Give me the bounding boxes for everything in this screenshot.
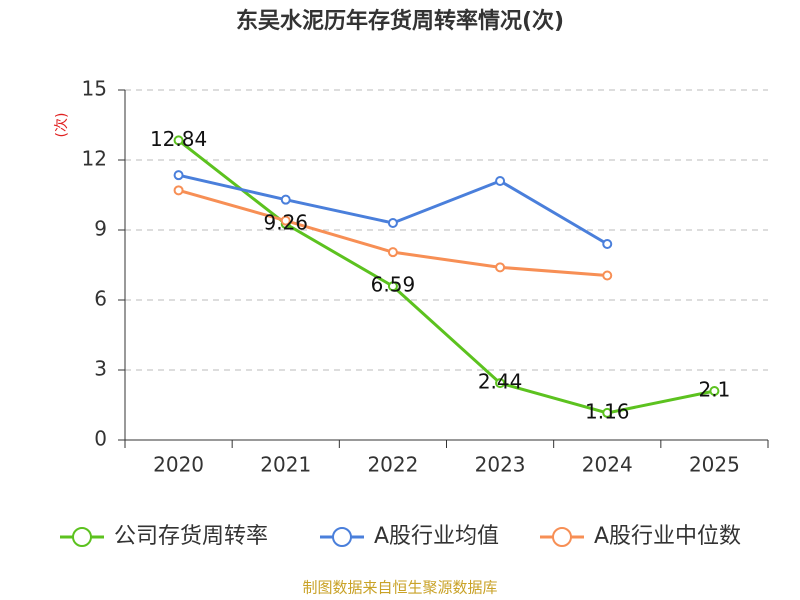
y-tick-label: 15 bbox=[82, 77, 107, 101]
data-point bbox=[495, 262, 506, 273]
legend-marker bbox=[72, 527, 92, 547]
data-point bbox=[387, 218, 398, 228]
legend-marker bbox=[552, 527, 572, 547]
legend-label: A股行业均值 bbox=[374, 524, 499, 549]
y-tick-label: 6 bbox=[94, 287, 107, 311]
legend-label: 公司存货周转率 bbox=[114, 524, 268, 549]
data-point bbox=[602, 239, 613, 249]
legend-label: A股行业中位数 bbox=[594, 524, 741, 549]
x-tick-label: 2025 bbox=[689, 453, 740, 477]
data-point bbox=[280, 194, 291, 205]
legend-marker bbox=[332, 527, 352, 547]
data-label: 6.59 bbox=[371, 273, 416, 297]
y-axis-label: (次) bbox=[54, 113, 70, 138]
source-note: 制图数据来自恒生聚源数据库 bbox=[302, 579, 497, 597]
x-tick-label: 2020 bbox=[153, 453, 204, 477]
x-tick-label: 2024 bbox=[582, 453, 633, 477]
x-tick-label: 2021 bbox=[260, 453, 311, 477]
data-point bbox=[173, 170, 184, 181]
series-line bbox=[177, 139, 715, 415]
y-tick-label: 12 bbox=[82, 147, 107, 171]
data-point bbox=[495, 378, 506, 389]
x-tick-label: 2022 bbox=[367, 453, 418, 477]
data-label: 1.16 bbox=[585, 399, 630, 423]
data-label: 12.84 bbox=[150, 127, 207, 151]
data-point bbox=[173, 135, 184, 146]
data-point bbox=[387, 281, 398, 292]
series-line bbox=[178, 188, 608, 277]
data-point bbox=[602, 407, 613, 418]
chart-title: 东吴水泥历年存货周转率情况(次) bbox=[236, 8, 564, 34]
y-tick-label: 9 bbox=[94, 217, 107, 241]
data-point bbox=[280, 215, 291, 226]
data-point bbox=[602, 270, 613, 281]
y-tick-label: 0 bbox=[94, 427, 107, 451]
data-point bbox=[173, 185, 184, 196]
data-label: 2.44 bbox=[478, 370, 523, 394]
x-tick-label: 2023 bbox=[475, 453, 526, 477]
y-tick-label: 3 bbox=[94, 357, 107, 381]
data-point bbox=[709, 386, 720, 396]
data-point bbox=[495, 176, 506, 186]
data-label: 2.1 bbox=[699, 378, 731, 402]
data-point bbox=[387, 247, 398, 258]
data-label: 9.26 bbox=[263, 210, 308, 234]
